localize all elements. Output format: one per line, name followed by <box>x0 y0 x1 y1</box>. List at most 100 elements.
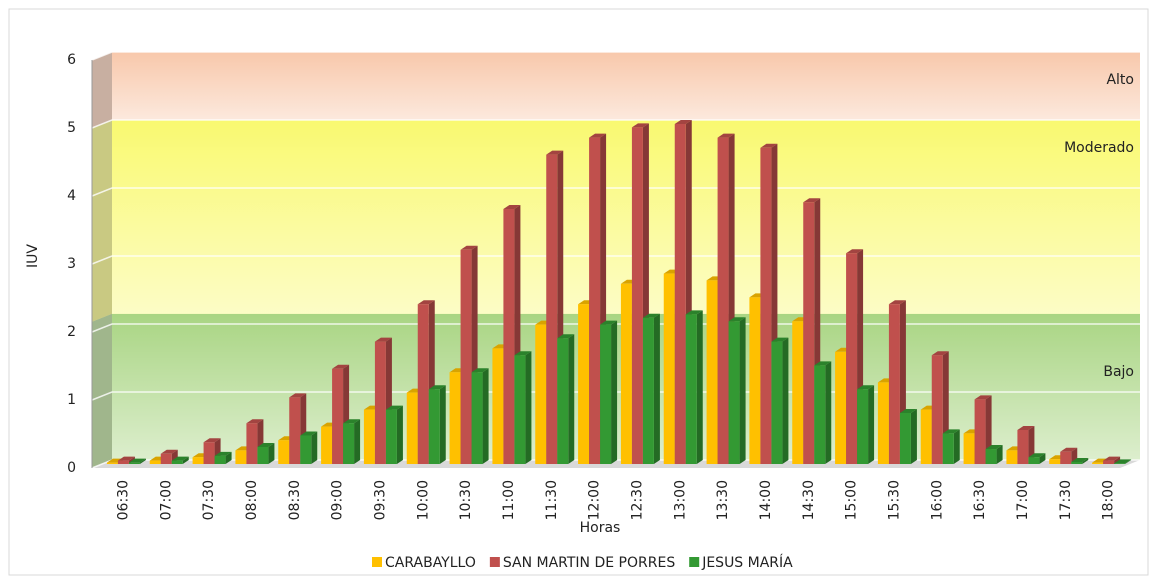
band-label: Moderado <box>1064 140 1134 156</box>
bar-side <box>396 405 403 464</box>
bar-side <box>268 443 275 464</box>
bar <box>578 304 590 464</box>
bar <box>974 399 986 464</box>
bar-top <box>846 249 864 254</box>
bar-side <box>782 337 789 464</box>
band-side <box>92 120 112 322</box>
bar-side <box>1125 459 1132 464</box>
bar-side <box>868 385 875 464</box>
x-tick-label: 18:00 <box>1101 480 1117 520</box>
bar <box>706 280 718 464</box>
bar <box>846 253 858 464</box>
bar <box>1006 450 1018 464</box>
bar-top <box>374 337 392 342</box>
bar <box>557 338 569 464</box>
bar <box>1114 463 1126 464</box>
bar <box>332 368 344 464</box>
bar-top <box>471 368 489 373</box>
bar <box>1028 457 1040 464</box>
x-tick-label: 14:30 <box>801 480 817 520</box>
bar-side <box>611 320 618 464</box>
band-label: Bajo <box>1103 364 1134 380</box>
bar-top <box>203 438 221 443</box>
x-tick-label: 15:00 <box>844 480 860 520</box>
bar <box>803 202 815 464</box>
x-tick-label: 07:00 <box>158 480 174 520</box>
bar <box>246 423 258 464</box>
bar-side <box>439 385 446 464</box>
bar-side <box>225 451 232 464</box>
y-tick-label: 2 <box>67 324 76 340</box>
bar <box>300 435 312 464</box>
bar-side <box>182 456 189 464</box>
bar-side <box>139 458 146 464</box>
bar <box>985 449 997 464</box>
bar <box>289 397 301 464</box>
band-label: Alto <box>1106 72 1134 88</box>
bar-top <box>514 351 532 356</box>
bar-side <box>1039 453 1046 464</box>
bar-top <box>857 385 875 390</box>
bar <box>663 273 675 464</box>
bar-side <box>739 317 746 464</box>
bar-top <box>674 120 692 124</box>
bar-side <box>825 361 832 464</box>
bar <box>128 462 140 464</box>
bar <box>899 413 911 464</box>
bar-top <box>771 337 789 342</box>
legend-swatch <box>689 557 700 567</box>
bar-top <box>1071 457 1089 462</box>
bar <box>149 460 161 464</box>
bar <box>642 317 654 464</box>
x-tick-label: 16:00 <box>929 480 945 520</box>
bar <box>1060 451 1072 464</box>
x-tick-label: 17:30 <box>1058 480 1074 520</box>
bar-top <box>728 317 746 322</box>
bar <box>385 409 397 464</box>
bar-top <box>300 431 318 436</box>
bar-top <box>685 310 703 315</box>
bar <box>685 314 697 464</box>
bar-side <box>482 368 489 464</box>
bar-top <box>985 445 1003 450</box>
bar-side <box>568 334 575 464</box>
bar <box>1049 459 1061 464</box>
bar <box>546 154 558 464</box>
bar-side <box>996 445 1003 464</box>
bar <box>1092 462 1104 464</box>
bar-side <box>525 351 532 464</box>
bar-side <box>910 409 917 464</box>
bar <box>117 460 129 464</box>
bar <box>814 365 826 464</box>
x-tick-label: 06:30 <box>115 480 131 520</box>
bar-top <box>631 123 649 128</box>
bar <box>717 137 729 464</box>
bar <box>835 351 847 464</box>
bar <box>728 321 740 464</box>
y-tick-label: 1 <box>67 392 76 408</box>
bar <box>620 283 632 464</box>
bar-top <box>814 361 832 366</box>
bar-top <box>171 456 189 461</box>
x-tick-label: 14:00 <box>758 480 774 520</box>
x-tick-label: 10:30 <box>458 480 474 520</box>
bar <box>760 147 772 465</box>
bar-top <box>600 320 618 325</box>
legend-label: CARABAYLLO <box>385 555 476 571</box>
grid-line <box>91 255 1140 265</box>
bar-side <box>354 419 361 464</box>
bar <box>589 137 601 464</box>
x-tick-label: 16:30 <box>972 480 988 520</box>
band-fade <box>112 52 1140 120</box>
bar <box>106 462 118 464</box>
bar-side <box>953 429 960 464</box>
band-side <box>92 52 112 128</box>
bar <box>492 348 504 464</box>
bar-top <box>589 133 607 138</box>
bar-side <box>696 310 703 464</box>
bar-top <box>942 429 960 434</box>
bar <box>792 321 804 464</box>
bar <box>257 447 269 464</box>
bar-top <box>117 456 135 461</box>
y-tick-label: 6 <box>67 52 76 68</box>
